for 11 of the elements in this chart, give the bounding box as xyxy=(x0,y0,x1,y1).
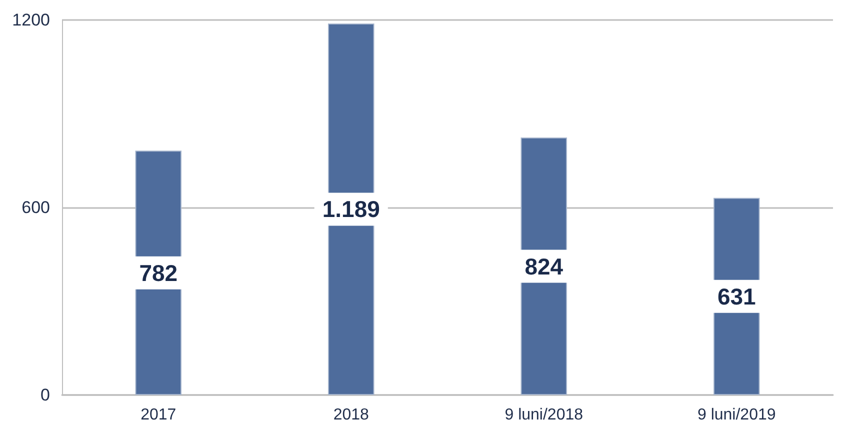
data-label: 1.189 xyxy=(322,196,380,222)
data-label: 782 xyxy=(139,260,178,286)
x-tick-label: 9 luni/2018 xyxy=(504,406,584,424)
y-tick-label: 0 xyxy=(40,386,50,404)
x-tick-label: 2018 xyxy=(333,406,370,424)
data-label: 824 xyxy=(524,253,564,280)
x-tick-label: 9 luni/2019 xyxy=(697,406,776,424)
x-tick-label: 2017 xyxy=(140,406,176,424)
data-label: 631 xyxy=(717,283,756,310)
y-tick-label: 1200 xyxy=(12,10,50,30)
y-tick-label: 600 xyxy=(22,198,50,217)
